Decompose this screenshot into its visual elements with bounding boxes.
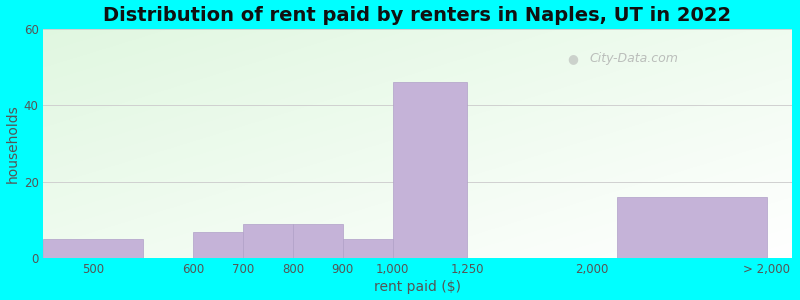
Y-axis label: households: households (6, 104, 19, 183)
Bar (293, 224, 342, 258)
Bar (617, 197, 766, 258)
Text: City-Data.com: City-Data.com (590, 52, 678, 65)
Bar (393, 82, 467, 258)
X-axis label: rent paid ($): rent paid ($) (374, 280, 461, 294)
Bar (243, 224, 293, 258)
Bar (43, 239, 143, 258)
Bar (193, 232, 243, 258)
Text: ●: ● (567, 52, 578, 65)
Bar (342, 239, 393, 258)
Title: Distribution of rent paid by renters in Naples, UT in 2022: Distribution of rent paid by renters in … (103, 6, 731, 25)
